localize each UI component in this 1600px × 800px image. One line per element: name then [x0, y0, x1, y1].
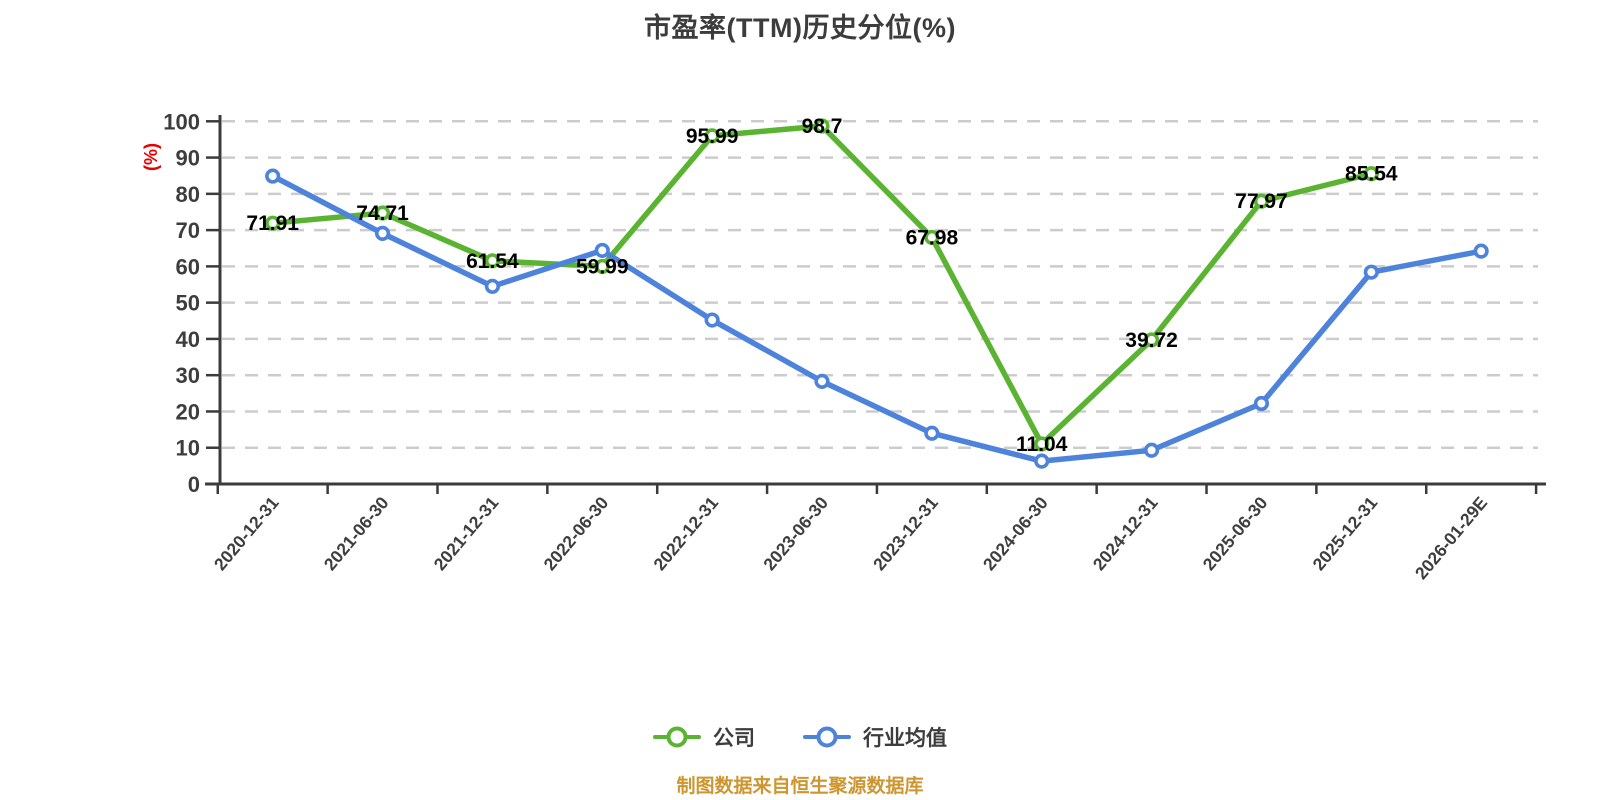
y-tick-label: 80 [176, 182, 200, 207]
data-point-marker-1-6 [924, 425, 940, 441]
data-point-marker-1-7 [1034, 453, 1050, 469]
legend-item-company[interactable]: 公司 [653, 722, 755, 752]
x-tick-label: 2021-06-30 [320, 493, 393, 575]
x-tick-label: 2022-06-30 [539, 493, 612, 575]
legend: 公司 行业均值 [0, 722, 1600, 752]
data-label: 61.54 [466, 250, 519, 273]
y-tick-label: 90 [176, 146, 200, 171]
data-point-marker-0-6 [924, 229, 940, 246]
data-point-marker-1-4 [704, 312, 720, 328]
x-tick-label: 2021-12-31 [430, 493, 503, 575]
data-label: 74.71 [356, 202, 409, 225]
x-tick-label: 2023-12-31 [869, 493, 942, 575]
data-label: 67.98 [906, 226, 959, 249]
chart-title: 市盈率(TTM)历史分位(%) [644, 13, 956, 43]
data-source-note: 制图数据来自恒生聚源数据库 [676, 776, 924, 797]
y-axis-unit-label: (%) [141, 143, 161, 171]
data-label: 77.97 [1235, 190, 1288, 213]
data-label: 98.7 [802, 115, 843, 138]
y-tick-label: 20 [176, 399, 200, 424]
data-point-marker-1-5 [814, 373, 830, 389]
data-point-marker-0-10 [1363, 166, 1379, 182]
data-point-marker-0-1 [374, 205, 391, 221]
company-point-icon [666, 726, 688, 748]
data-point-marker-0-3 [594, 258, 610, 275]
data-point-marker-1-3 [594, 242, 610, 259]
data-label: 85.54 [1345, 163, 1398, 186]
x-tick-label: 2025-12-31 [1308, 493, 1381, 575]
y-tick-label: 40 [176, 327, 200, 352]
y-tick-label: 30 [176, 363, 200, 388]
x-tick-label: 2024-12-31 [1089, 493, 1162, 575]
legend-item-industry-average[interactable]: 行业均值 [803, 722, 947, 752]
data-point-marker-0-2 [484, 253, 501, 269]
industry-series-marker-icon [803, 726, 851, 748]
data-label: 39.72 [1125, 329, 1178, 352]
data-point-marker-1-9 [1253, 395, 1270, 412]
data-point-marker-0-0 [265, 215, 281, 231]
legend-label-industry-average: 行业均值 [863, 727, 947, 750]
x-tick-label: 2026-01-29E [1411, 493, 1491, 583]
x-tick-label: 2022-12-31 [649, 493, 722, 575]
data-point-marker-0-4 [704, 128, 720, 144]
data-point-marker-1-11 [1473, 243, 1489, 259]
data-point-marker-0-8 [1143, 332, 1160, 348]
x-tick-label: 2024-06-30 [979, 493, 1052, 575]
company-series-marker-icon [653, 726, 701, 748]
data-point-marker-0-7 [1034, 436, 1050, 452]
data-label: 95.99 [686, 125, 739, 148]
data-point-marker-1-8 [1143, 442, 1160, 458]
data-point-marker-1-1 [374, 225, 391, 241]
data-label: 11.04 [1016, 433, 1068, 456]
y-tick-label: 0 [188, 472, 200, 497]
x-tick-label: 2023-06-30 [759, 493, 832, 575]
data-point-marker-1-10 [1363, 264, 1379, 280]
y-tick-label: 60 [176, 254, 200, 279]
series-line-0 [269, 123, 1375, 447]
y-tick-label: 70 [176, 218, 200, 243]
y-tick-label: 50 [176, 291, 200, 316]
y-tick-label: 10 [176, 436, 200, 461]
data-point-marker-0-9 [1253, 193, 1270, 209]
data-point-marker-1-0 [265, 168, 281, 184]
data-point-marker-1-2 [484, 278, 501, 294]
industry-point-icon [816, 726, 838, 748]
data-label: 59.99 [576, 255, 629, 278]
y-tick-label: 100 [163, 109, 200, 134]
x-tick-label: 2025-06-30 [1199, 493, 1272, 575]
x-tick-label: 2020-12-31 [210, 493, 283, 575]
data-point-marker-0-5 [814, 118, 830, 134]
series-line-1 [269, 173, 1484, 464]
legend-label-company: 公司 [713, 727, 755, 750]
data-label: 71.91 [246, 212, 299, 235]
